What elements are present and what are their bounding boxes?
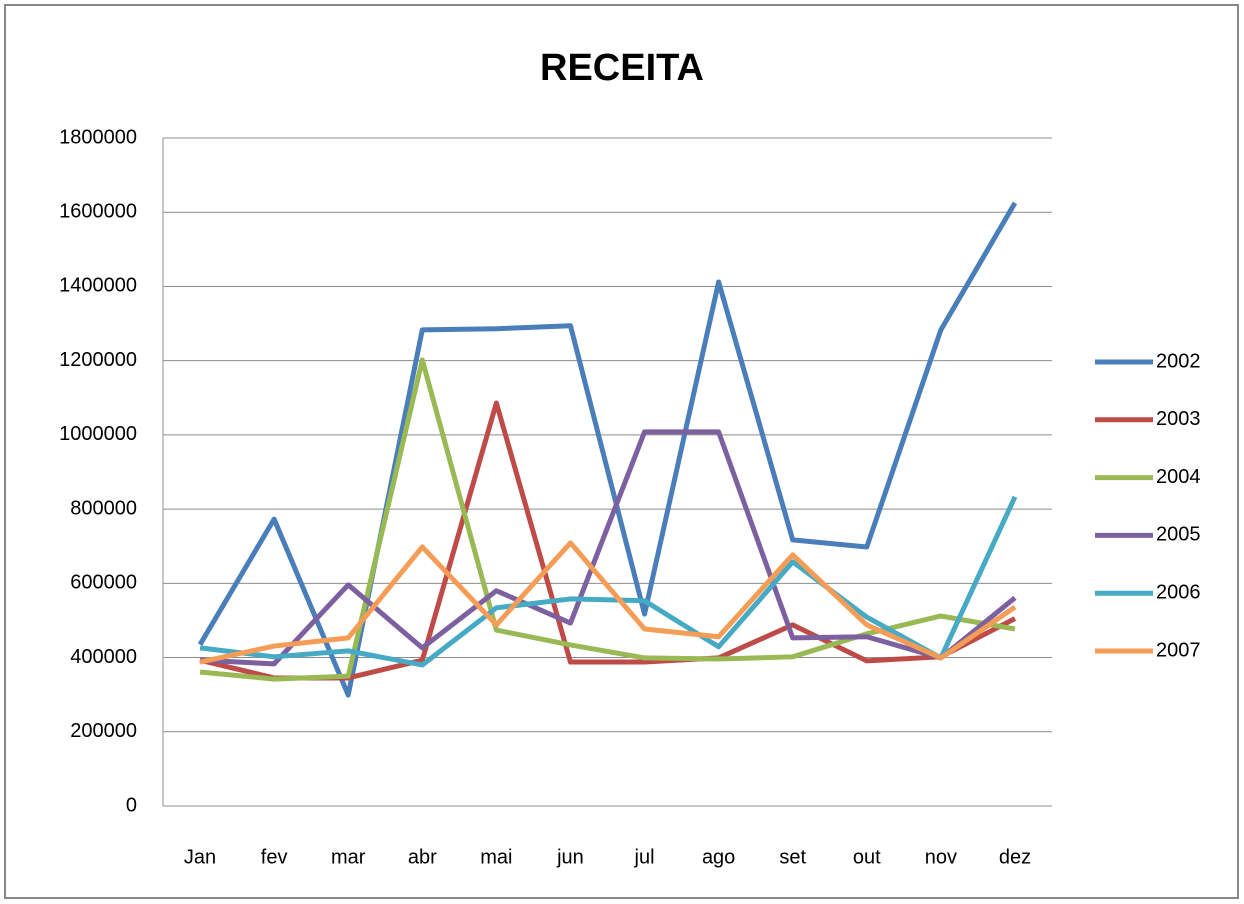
y-tick-label: 1600000 [59, 201, 137, 223]
series-line [199, 429, 1017, 667]
series-line [197, 201, 1018, 698]
legend-label: 2002 [1156, 350, 1201, 372]
series-line [199, 540, 1017, 665]
y-tick-label: 1000000 [59, 423, 137, 445]
x-tick-label: nov [925, 846, 957, 868]
y-tick-label: 1200000 [59, 349, 137, 371]
x-tick-label: fev [261, 846, 288, 868]
legend-label: 2007 [1156, 639, 1201, 661]
legend-label: 2006 [1156, 581, 1201, 603]
legend-label: 2003 [1156, 408, 1201, 430]
chart-title: RECEITA [540, 47, 704, 89]
x-tick-label: ago [702, 846, 735, 868]
y-tick-label: 1400000 [59, 275, 137, 297]
y-tick-label: 200000 [70, 720, 137, 742]
legend-label: 2005 [1156, 524, 1201, 546]
legend-label: 2004 [1156, 466, 1201, 488]
x-tick-label: set [779, 846, 806, 868]
y-tick-label: 1800000 [59, 126, 137, 148]
y-tick-label: 0 [126, 794, 137, 816]
x-tick-label: jun [556, 846, 584, 868]
x-tick-label: Jan [184, 846, 216, 868]
x-tick-label: out [853, 846, 881, 868]
x-tick-label: jul [634, 846, 655, 868]
chart-frame [4, 4, 1239, 899]
series-line [199, 495, 1018, 668]
y-tick-label: 400000 [70, 646, 137, 668]
x-tick-label: abr [408, 846, 437, 868]
x-tick-label: mar [331, 846, 366, 868]
y-tick-label: 800000 [70, 497, 137, 519]
x-tick-label: mai [480, 846, 512, 868]
x-tick-label: dez [999, 846, 1031, 868]
y-tick-label: 600000 [70, 572, 137, 594]
